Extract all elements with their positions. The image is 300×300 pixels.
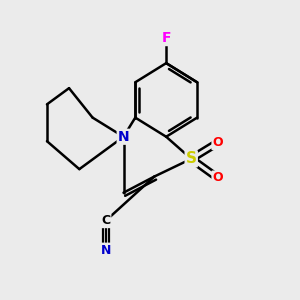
Text: N: N [118,130,129,144]
Text: F: F [161,31,171,45]
Text: N: N [100,244,111,256]
Text: O: O [212,172,223,184]
Text: S: S [186,151,197,166]
Text: C: C [101,214,110,227]
Text: O: O [212,136,223,149]
